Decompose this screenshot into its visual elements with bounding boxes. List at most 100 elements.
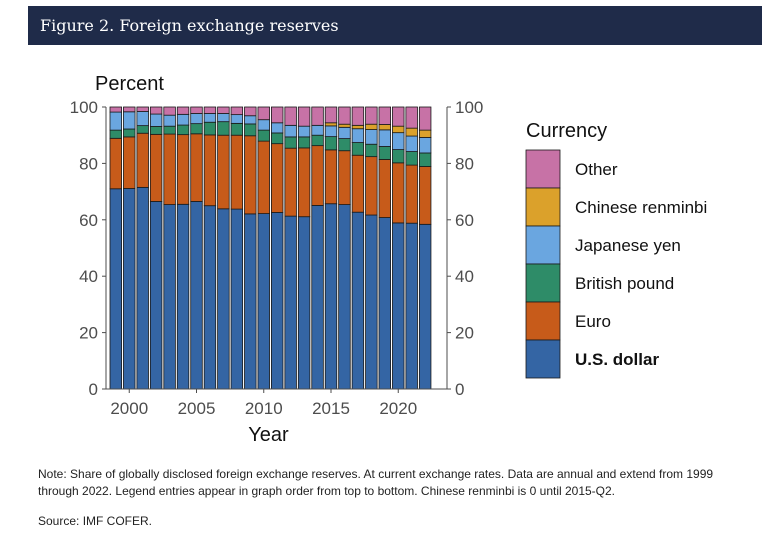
bar-u-s-dollar-2019 xyxy=(378,217,392,390)
bar-chinese-renminbi-2020 xyxy=(392,125,405,134)
bar-other-2008 xyxy=(230,106,244,116)
legend-swatch-british-pound xyxy=(525,263,561,303)
bar-british-pound-2008 xyxy=(230,122,244,136)
bar-u-s-dollar-2008 xyxy=(230,208,244,390)
bar-chinese-renminbi-2022 xyxy=(418,129,432,138)
x-tick-label-2015: 2015 xyxy=(312,399,350,418)
bar-british-pound-2002 xyxy=(149,126,163,135)
bar-japanese-yen-2021 xyxy=(405,135,418,152)
bar-british-pound-2015 xyxy=(324,136,338,151)
legend-label-british-pound: British pound xyxy=(575,274,674,293)
bar-japanese-yen-2007 xyxy=(217,113,230,123)
right-tick-label-100: 100 xyxy=(455,98,483,117)
bar-euro-2001 xyxy=(136,132,149,188)
legend-swatch-euro xyxy=(525,301,561,341)
left-tick-label-80: 80 xyxy=(79,154,98,173)
bar-japanese-yen-2002 xyxy=(149,113,163,127)
bar-u-s-dollar-2009 xyxy=(244,213,257,390)
bar-other-2002 xyxy=(149,106,163,115)
legend-label-chinese-renminbi: Chinese renminbi xyxy=(575,198,707,217)
bar-japanese-yen-2013 xyxy=(297,125,311,138)
bar-other-2022 xyxy=(418,106,432,131)
bar-u-s-dollar-2004 xyxy=(176,203,190,390)
bar-british-pound-2014 xyxy=(311,134,324,147)
bar-japanese-yen-2012 xyxy=(284,124,297,138)
bar-euro-2022 xyxy=(418,166,432,225)
bar-british-pound-1999 xyxy=(109,129,123,139)
legend-swatch-chinese-renminbi xyxy=(525,187,561,227)
legend-swatch-japanese-yen xyxy=(525,225,561,265)
bar-u-s-dollar-2014 xyxy=(311,205,324,390)
bar-other-2020 xyxy=(392,106,405,127)
bar-british-pound-2012 xyxy=(284,136,297,149)
x-tick-label-2005: 2005 xyxy=(178,399,216,418)
bar-euro-2005 xyxy=(190,133,203,202)
x-tick-label-2020: 2020 xyxy=(379,399,417,418)
bar-japanese-yen-2022 xyxy=(418,137,432,154)
right-tick-label-60: 60 xyxy=(455,211,474,230)
bar-other-2009 xyxy=(244,106,257,117)
bar-euro-2010 xyxy=(257,140,270,214)
bar-other-1999 xyxy=(109,106,123,113)
bar-british-pound-2013 xyxy=(297,136,311,149)
left-tick-label-100: 100 xyxy=(70,98,98,117)
right-tick-label-20: 20 xyxy=(455,324,474,343)
x-tick-label-2000: 2000 xyxy=(110,399,148,418)
bar-japanese-yen-2018 xyxy=(365,129,378,145)
bar-other-2015 xyxy=(324,106,338,124)
bar-u-s-dollar-2010 xyxy=(257,213,270,390)
bar-british-pound-2004 xyxy=(176,124,190,136)
bar-japanese-yen-2001 xyxy=(136,111,149,127)
bar-euro-2011 xyxy=(270,143,284,213)
legend-title: Currency xyxy=(526,120,607,142)
bar-british-pound-2007 xyxy=(217,121,230,136)
bar-japanese-yen-2009 xyxy=(244,115,257,125)
bar-u-s-dollar-2007 xyxy=(217,208,230,390)
bar-british-pound-2003 xyxy=(163,125,176,135)
bar-u-s-dollar-2012 xyxy=(284,215,297,390)
bar-euro-1999 xyxy=(109,137,123,190)
bar-other-2006 xyxy=(203,106,217,114)
bar-british-pound-2019 xyxy=(378,146,392,160)
bar-u-s-dollar-2006 xyxy=(203,205,217,390)
x-tick-label-2010: 2010 xyxy=(245,399,283,418)
bar-british-pound-2005 xyxy=(190,123,203,135)
bar-other-2019 xyxy=(378,106,392,125)
bar-euro-2019 xyxy=(378,159,392,218)
legend-swatch-other xyxy=(525,149,561,189)
bar-euro-2006 xyxy=(203,134,217,207)
bar-british-pound-2020 xyxy=(392,149,405,164)
bar-chinese-renminbi-2019 xyxy=(378,124,392,131)
bar-other-2014 xyxy=(311,106,324,126)
left-tick-label-40: 40 xyxy=(79,267,98,286)
bar-u-s-dollar-2011 xyxy=(270,212,284,390)
bar-u-s-dollar-2002 xyxy=(149,201,163,390)
bar-u-s-dollar-2001 xyxy=(136,186,149,390)
bar-japanese-yen-2017 xyxy=(351,128,365,143)
bar-u-s-dollar-2020 xyxy=(392,222,405,390)
bar-british-pound-2000 xyxy=(123,128,136,138)
bar-euro-2013 xyxy=(297,147,311,218)
right-y-axis: 0 20 40 60 80 100 xyxy=(446,98,483,399)
left-tick-label-20: 20 xyxy=(79,324,98,343)
bar-british-pound-2011 xyxy=(270,132,284,145)
bar-euro-2018 xyxy=(365,156,378,216)
bar-u-s-dollar-2017 xyxy=(351,211,365,390)
bar-u-s-dollar-2013 xyxy=(297,216,311,390)
bar-euro-2007 xyxy=(217,134,230,210)
bar-other-2016 xyxy=(338,106,351,125)
bar-euro-2002 xyxy=(149,133,163,202)
right-tick-label-80: 80 xyxy=(455,154,474,173)
y-axis-title: Percent xyxy=(95,73,164,95)
bar-euro-2015 xyxy=(324,149,338,205)
chart-source: Source: IMF COFER. xyxy=(38,514,153,528)
plot-area xyxy=(109,106,432,390)
bar-british-pound-2018 xyxy=(365,143,378,158)
x-axis: 2000 2005 2010 2015 2020 Year xyxy=(106,388,447,446)
bar-british-pound-2022 xyxy=(418,152,432,167)
bar-other-2000 xyxy=(123,106,136,113)
bar-other-2003 xyxy=(163,106,176,116)
right-tick-label-0: 0 xyxy=(455,380,464,399)
bar-other-2004 xyxy=(176,106,190,115)
